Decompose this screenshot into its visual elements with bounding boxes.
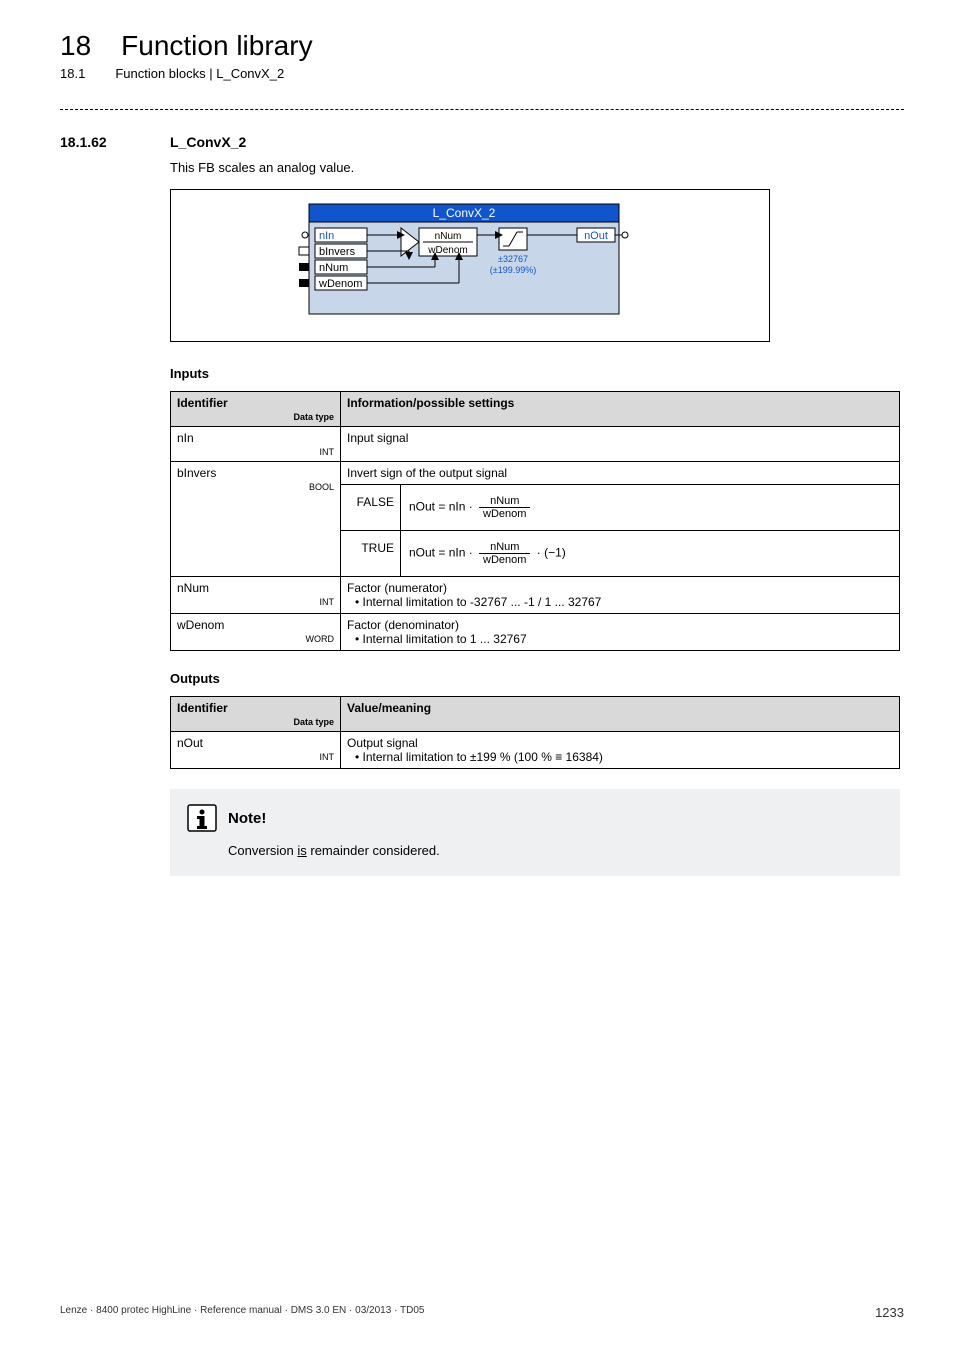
section-number: 18.1.62 xyxy=(60,134,146,150)
info-binvers: Invert sign of the output signal xyxy=(341,462,900,485)
inputs-table: Identifier Data type Information/possibl… xyxy=(170,391,900,651)
head-id-o: Identifier xyxy=(177,701,228,715)
block-diagram: L_ConvX_2 nIn bInvers nNum wDenom nNum w… xyxy=(170,189,770,342)
dt-nnum: INT xyxy=(177,597,334,607)
id-binvers: bInvers xyxy=(177,466,216,480)
head-dt-o: Data type xyxy=(177,717,334,727)
page-number: 1233 xyxy=(875,1305,904,1320)
divider xyxy=(60,109,904,110)
nnum-bullet: • Internal limitation to -32767 ... -1 /… xyxy=(347,595,601,609)
wdenom-bullet: • Internal limitation to 1 ... 32767 xyxy=(347,632,527,646)
note-box: Note! Conversion is remainder considered… xyxy=(170,789,900,876)
frac-top: nNum xyxy=(479,495,530,508)
table-header-row: Identifier Data type Information/possibl… xyxy=(171,392,900,427)
wdenom-head: Factor (denominator) xyxy=(347,618,459,632)
nnum-head: Factor (numerator) xyxy=(347,581,447,595)
nout-bullet: • Internal limitation to ±199 % (100 % ≡… xyxy=(347,750,603,764)
outputs-table: Identifier Data type Value/meaning nOut … xyxy=(170,696,900,769)
port-wdenom: wDenom xyxy=(318,278,362,290)
table-row: wDenom WORD Factor (denominator) • Inter… xyxy=(171,614,900,651)
info-nout: Output signal • Internal limitation to ±… xyxy=(341,732,900,769)
diagram-svg: L_ConvX_2 nIn bInvers nNum wDenom nNum w… xyxy=(179,198,759,328)
id-nnum: nNum xyxy=(177,581,209,595)
id-cell: nIn INT xyxy=(171,427,341,462)
frac-top2: nNum xyxy=(479,541,530,554)
frac-top: nNum xyxy=(435,231,462,242)
chapter-number: 18 xyxy=(60,30,91,62)
section-title: L_ConvX_2 xyxy=(170,134,246,150)
page-footer: Lenze · 8400 protec HighLine · Reference… xyxy=(60,1305,904,1320)
head-dt: Data type xyxy=(177,412,334,422)
info-icon xyxy=(186,803,218,833)
neg-suffix: · (−1) xyxy=(537,546,566,560)
table-row: nOut INT Output signal • Internal limita… xyxy=(171,732,900,769)
id-cell: nOut INT xyxy=(171,732,341,769)
dt-nin: INT xyxy=(177,447,334,457)
info-nin: Input signal xyxy=(341,427,900,462)
col-info: Information/possible settings xyxy=(341,392,900,427)
info-wdenom: Factor (denominator) • Internal limitati… xyxy=(341,614,900,651)
intro-text: This FB scales an analog value. xyxy=(170,160,904,175)
subchapter-number: 18.1 xyxy=(60,66,85,81)
subchapter-header: 18.1 Function blocks | L_ConvX_2 xyxy=(60,66,904,81)
id-nin: nIn xyxy=(177,431,194,445)
table-row: bInvers BOOL Invert sign of the output s… xyxy=(171,462,900,485)
id-cell: nNum INT xyxy=(171,577,341,614)
frac-bot: wDenom xyxy=(479,508,530,520)
fraction: nNum wDenom xyxy=(479,541,530,566)
dt-wdenom: WORD xyxy=(177,634,334,644)
nout-head: Output signal xyxy=(347,736,418,750)
table-row: nIn INT Input signal xyxy=(171,427,900,462)
limit2: (±199.99%) xyxy=(490,265,536,275)
port-nout: nOut xyxy=(584,230,608,242)
dt-binvers: BOOL xyxy=(177,482,334,492)
id-nout: nOut xyxy=(177,736,203,750)
info-nnum: Factor (numerator) • Internal limitation… xyxy=(341,577,900,614)
false-label: FALSE xyxy=(341,485,401,531)
head-id: Identifier xyxy=(177,396,228,410)
note-post: remainder considered. xyxy=(307,843,440,858)
inputs-heading: Inputs xyxy=(170,366,904,381)
formula-true: nOut = nIn · nNum wDenom · (−1) xyxy=(401,531,900,577)
chapter-title: Function library xyxy=(121,30,312,62)
fraction: nNum wDenom xyxy=(479,495,530,520)
port-binvers: bInvers xyxy=(319,246,356,258)
chapter-header: 18 Function library xyxy=(60,30,904,62)
id-wdenom: wDenom xyxy=(177,618,224,632)
limit1: ±32767 xyxy=(498,254,528,264)
formula-false: nOut = nIn · nNum wDenom xyxy=(401,485,900,531)
port-nnum: nNum xyxy=(319,262,348,274)
col-identifier: Identifier Data type xyxy=(171,697,341,732)
dt-nout: INT xyxy=(177,752,334,762)
footer-text: Lenze · 8400 protec HighLine · Reference… xyxy=(60,1305,424,1320)
diagram-title: L_ConvX_2 xyxy=(433,206,496,220)
table-header-row: Identifier Data type Value/meaning xyxy=(171,697,900,732)
note-underline: is xyxy=(297,843,306,858)
id-cell: bInvers BOOL xyxy=(171,462,341,577)
port-nin: nIn xyxy=(319,230,334,242)
note-title: Note! xyxy=(228,810,266,827)
note-head: Note! xyxy=(186,803,884,833)
col-identifier: Identifier Data type xyxy=(171,392,341,427)
true-label: TRUE xyxy=(341,531,401,577)
note-body: Conversion is remainder considered. xyxy=(228,843,884,858)
col-value: Value/meaning xyxy=(341,697,900,732)
frac-bot: wDenom xyxy=(427,245,467,256)
frac-bot2: wDenom xyxy=(479,554,530,566)
formula-prefix: nOut = nIn · xyxy=(409,500,473,514)
note-pre: Conversion xyxy=(228,843,297,858)
id-cell: wDenom WORD xyxy=(171,614,341,651)
table-row: nNum INT Factor (numerator) • Internal l… xyxy=(171,577,900,614)
section-heading: 18.1.62 L_ConvX_2 xyxy=(60,134,904,150)
subchapter-title: Function blocks | L_ConvX_2 xyxy=(115,66,284,81)
outputs-heading: Outputs xyxy=(170,671,904,686)
formula-prefix2: nOut = nIn · xyxy=(409,546,473,560)
